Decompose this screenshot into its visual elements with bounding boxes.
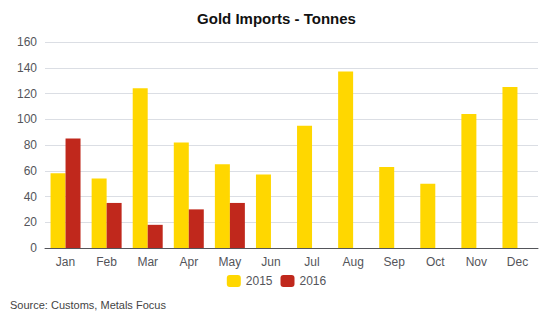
svg-text:Jan: Jan bbox=[56, 255, 75, 269]
svg-text:40: 40 bbox=[24, 190, 38, 204]
svg-text:May: May bbox=[219, 255, 242, 269]
svg-text:Gold Imports - Tonnes: Gold Imports - Tonnes bbox=[197, 10, 356, 27]
svg-text:20: 20 bbox=[24, 215, 38, 229]
svg-text:120: 120 bbox=[17, 87, 37, 101]
svg-text:Mar: Mar bbox=[137, 255, 158, 269]
svg-text:2016: 2016 bbox=[300, 274, 327, 288]
svg-text:Dec: Dec bbox=[507, 255, 528, 269]
svg-text:80: 80 bbox=[24, 138, 38, 152]
svg-text:Feb: Feb bbox=[96, 255, 117, 269]
svg-text:100: 100 bbox=[17, 112, 37, 126]
svg-text:Oct: Oct bbox=[426, 255, 445, 269]
svg-text:60: 60 bbox=[24, 164, 38, 178]
svg-text:140: 140 bbox=[17, 61, 37, 75]
svg-text:0: 0 bbox=[30, 241, 37, 255]
svg-text:2015: 2015 bbox=[246, 274, 273, 288]
svg-text:Source: Customs, Metals Focus: Source: Customs, Metals Focus bbox=[10, 299, 166, 311]
svg-text:160: 160 bbox=[17, 35, 37, 49]
svg-text:Jul: Jul bbox=[304, 255, 319, 269]
svg-text:Nov: Nov bbox=[466, 255, 487, 269]
svg-text:Apr: Apr bbox=[179, 255, 198, 269]
svg-text:Sep: Sep bbox=[384, 255, 406, 269]
svg-text:Aug: Aug bbox=[342, 255, 363, 269]
svg-text:Jun: Jun bbox=[261, 255, 280, 269]
